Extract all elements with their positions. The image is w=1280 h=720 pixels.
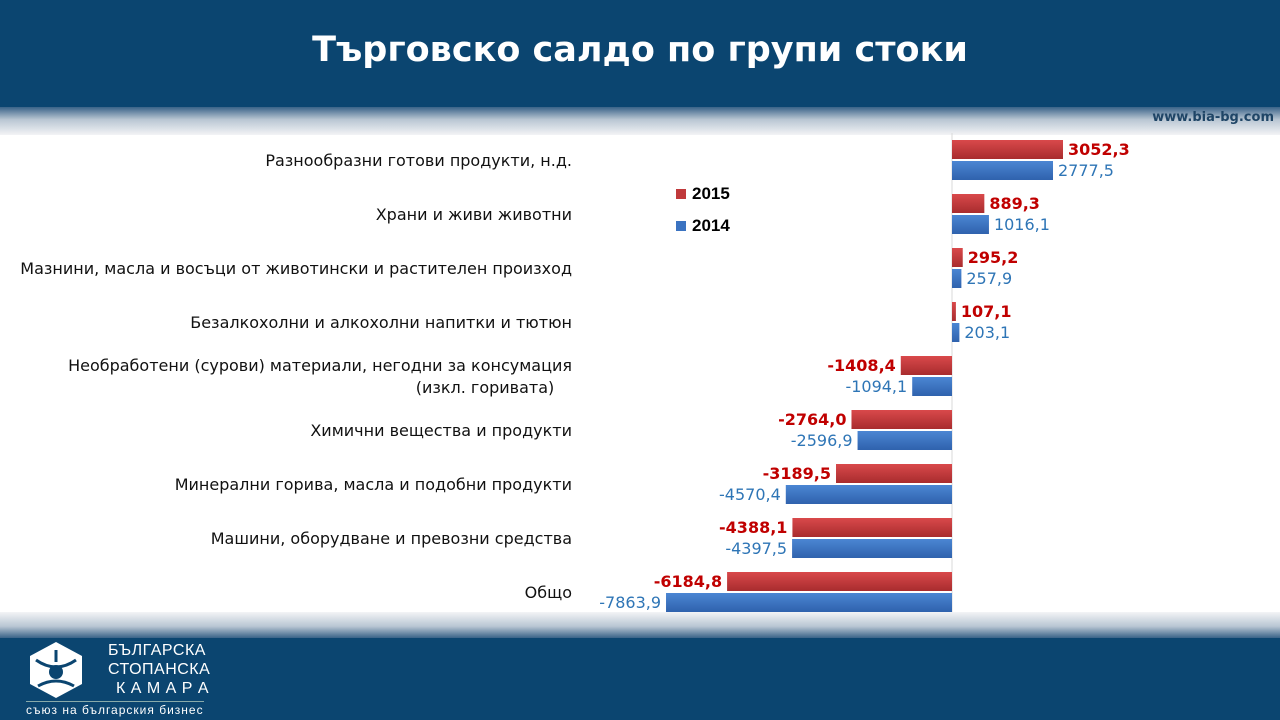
bar-2014 <box>952 269 962 288</box>
data-label-2014: 203,1 <box>964 323 1010 342</box>
legend-swatch-2014 <box>676 221 686 231</box>
bar-2015 <box>851 410 952 429</box>
bar-2014 <box>912 377 952 396</box>
bar-2014 <box>857 431 952 450</box>
category-label: Разнообразни готови продукти, н.д. <box>265 151 572 170</box>
data-label-2014: -2596,9 <box>791 431 853 450</box>
data-label-2015: -3189,5 <box>763 464 831 483</box>
bar-2014 <box>666 593 952 612</box>
bar-2015 <box>952 302 956 321</box>
data-label-2015: -6184,8 <box>654 572 722 591</box>
data-label-2014: 257,9 <box>966 269 1012 288</box>
category-label: Безалкохолни и алкохолни напитки и тютюн <box>190 313 572 332</box>
bar-2015 <box>952 140 1063 159</box>
page-title: Търговско салдо по групи стоки <box>312 30 968 70</box>
data-label-2015: 295,2 <box>968 248 1019 267</box>
data-label-2015: -4388,1 <box>719 518 787 537</box>
category-label: (изкл. горивата) <box>416 378 555 397</box>
bar-2015 <box>900 356 952 375</box>
category-label: Храни и живи животни <box>376 205 572 224</box>
data-label-2015: 3052,3 <box>1068 140 1130 159</box>
legend-swatch-2015 <box>676 189 686 199</box>
legend-label-2015: 2015 <box>692 184 730 203</box>
legend-label-2014: 2014 <box>692 216 730 235</box>
bar-2015 <box>792 518 952 537</box>
bar-chart: Разнообразни готови продукти, н.д. 3052,3… <box>20 133 1130 615</box>
data-label-2014: -4570,4 <box>719 485 781 504</box>
bar-2014 <box>792 539 952 558</box>
bar-2014 <box>952 215 989 234</box>
bar-2015 <box>952 248 963 267</box>
logo-tagline: съюз на българския бизнес <box>26 701 204 717</box>
data-label-2014: -1094,1 <box>845 377 907 396</box>
website-url: www.bia-bg.com <box>1152 110 1274 125</box>
data-label-2014: 2777,5 <box>1058 161 1114 180</box>
data-label-2015: 107,1 <box>961 302 1012 321</box>
footer-bar <box>0 638 1280 720</box>
category-label: Минерални горива, масла и подобни продук… <box>175 475 572 494</box>
category-label: Необработени (сурови) материали, негодни… <box>68 356 572 375</box>
data-label-2014: -7863,9 <box>599 593 661 612</box>
data-label-2014: -4397,5 <box>725 539 787 558</box>
data-label-2014: 1016,1 <box>994 215 1050 234</box>
bar-2014 <box>952 161 1054 180</box>
footer-gradient <box>0 612 1280 638</box>
header-gradient <box>0 107 1280 135</box>
logo-text-1: БЪЛГАРСКА <box>108 642 206 659</box>
category-label: Общо <box>525 583 572 602</box>
data-label-2015: -2764,0 <box>778 410 846 429</box>
category-label: Машини, оборудване и превозни средства <box>211 529 572 548</box>
category-label: Химични вещества и продукти <box>310 421 572 440</box>
bar-2015 <box>952 194 985 213</box>
data-label-2015: -1408,4 <box>827 356 895 375</box>
category-label: Мазнини, масла и восъци от животински и … <box>20 259 572 278</box>
bar-2014 <box>785 485 952 504</box>
header-bar <box>0 0 1280 107</box>
bar-2015 <box>727 572 952 591</box>
logo-text-2: СТОПАНСКА <box>108 661 211 678</box>
bar-2015 <box>836 464 952 483</box>
logo-text-3: К А М А Р А <box>116 680 210 697</box>
data-label-2015: 889,3 <box>989 194 1040 213</box>
bia-logo: БЪЛГАРСКА СТОПАНСКА К А М А Р А съюз на … <box>26 640 226 720</box>
logo-hexagon-icon <box>30 642 82 698</box>
bar-2014 <box>952 323 960 342</box>
